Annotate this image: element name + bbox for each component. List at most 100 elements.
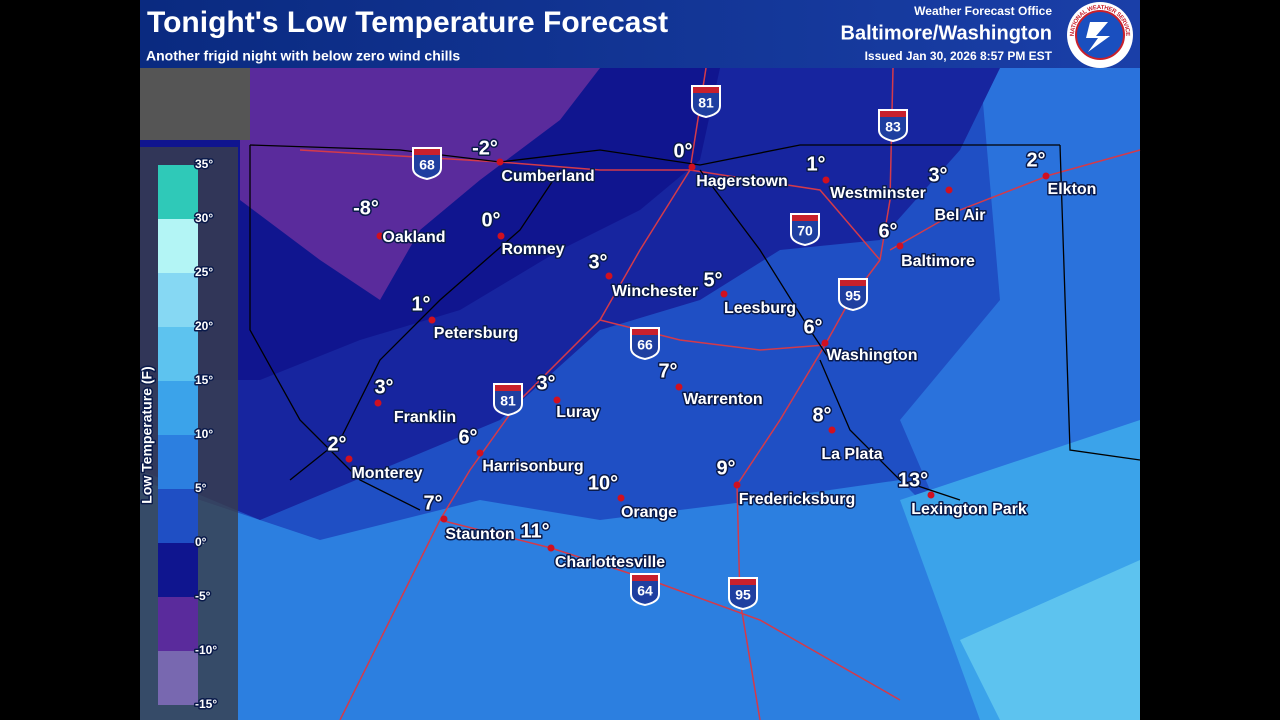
shield-body: [493, 383, 523, 417]
city-name: Romney: [501, 241, 564, 258]
shield-top: [632, 575, 658, 581]
interstate-label: 70: [797, 223, 813, 239]
interstate-shield: 95: [728, 577, 758, 611]
legend-tick-label: -15°: [195, 697, 217, 711]
city-low: 3°: [928, 164, 947, 186]
city-low: 1°: [411, 293, 430, 315]
shield-body: [691, 85, 721, 119]
city-name: Baltimore: [901, 253, 975, 270]
city-name: Luray: [556, 404, 600, 421]
city-name: Orange: [621, 504, 677, 521]
city-low: 11°: [520, 520, 549, 542]
city-low: -2°: [472, 137, 498, 159]
city-dot: [497, 232, 505, 240]
city-low: 3°: [374, 376, 393, 398]
interstate-shield: 66: [630, 327, 660, 361]
interstate-label: 64: [637, 583, 653, 599]
legend-tick-label: 25°: [195, 265, 213, 279]
city-dot: [675, 383, 683, 391]
legend-swatch: [158, 651, 198, 705]
city-low: 0°: [481, 209, 500, 231]
city-low: 2°: [327, 433, 346, 455]
legend-title: Low Temperature (F): [139, 366, 155, 503]
city-dot: [547, 544, 555, 552]
city-name: Winchester: [612, 283, 698, 300]
shield-top: [632, 329, 658, 335]
shield-body: [412, 147, 442, 181]
shield-body: [790, 213, 820, 247]
city-dot: [896, 242, 904, 250]
interstate-shield: 83: [878, 109, 908, 143]
legend-tick-label: 35°: [195, 157, 213, 171]
interstate-label: 66: [637, 337, 653, 353]
shield-body: [630, 327, 660, 361]
shield-body: [630, 573, 660, 607]
city-dot: [733, 481, 741, 489]
city-dot: [828, 426, 836, 434]
nws-logo: NATIONAL WEATHER SERVICE: [1067, 2, 1133, 68]
shield-top: [414, 149, 440, 155]
shield-top: [693, 87, 719, 93]
city-low: -8°: [353, 197, 379, 219]
city-low: 3°: [536, 372, 555, 394]
shield-top: [840, 280, 866, 286]
city-name: Elkton: [1048, 181, 1097, 198]
city-name: Petersburg: [434, 325, 518, 342]
legend-tick-label: 0°: [195, 535, 207, 549]
city-low: 3°: [588, 251, 607, 273]
city-dot: [440, 515, 448, 523]
issued: Issued Jan 30, 2026 8:57 PM EST: [865, 49, 1053, 63]
legend-swatch: [158, 273, 198, 327]
city-name: Leesburg: [724, 300, 796, 317]
city-dot: [688, 163, 696, 171]
city-low: 6°: [878, 220, 897, 242]
city-low: 13°: [898, 469, 928, 491]
legend-swatch: [158, 219, 198, 273]
shield-top: [730, 579, 756, 585]
city-dot: [428, 316, 436, 324]
city-dot: [345, 455, 353, 463]
legend-swatch: [158, 435, 198, 489]
city-name: Washington: [827, 347, 918, 364]
city-low: 6°: [458, 426, 477, 448]
office-label: Weather Forecast Office: [914, 4, 1052, 18]
city-dot: [374, 399, 382, 407]
city-low: 0°: [673, 140, 692, 162]
city-name: Westminster: [830, 185, 926, 202]
shield-body: [838, 278, 868, 312]
shield-top: [792, 215, 818, 221]
shield-body: [878, 109, 908, 143]
header-band: [140, 0, 1140, 68]
shield-body: [728, 577, 758, 611]
city-name: Franklin: [394, 409, 456, 426]
legend-tick-label: 10°: [195, 427, 213, 441]
city-dot: [927, 491, 935, 499]
interstate-label: 81: [500, 393, 516, 409]
city-low: 10°: [588, 472, 618, 494]
legend-tick-label: -5°: [195, 589, 211, 603]
interstate-label: 83: [885, 119, 901, 135]
city-name: Cumberland: [501, 168, 594, 185]
interstate-shield: 70: [790, 213, 820, 247]
city-dot: [496, 158, 504, 166]
city-dot: [945, 186, 953, 194]
interstate-shield: 81: [493, 383, 523, 417]
city-dot: [476, 449, 484, 457]
interstate-label: 81: [698, 95, 714, 111]
shield-top: [880, 111, 906, 117]
city-low: 5°: [703, 269, 722, 291]
city-name: La Plata: [821, 446, 882, 463]
city-name: Charlottesville: [555, 554, 665, 571]
shield-top: [495, 385, 521, 391]
city-name: Lexington Park: [911, 501, 1027, 518]
city-dot: [821, 339, 829, 347]
office: Baltimore/Washington: [841, 22, 1052, 44]
city-dot: [553, 396, 561, 404]
legend-tick-label: 20°: [195, 319, 213, 333]
interstate-label: 68: [419, 157, 435, 173]
interstate-shield: 81: [691, 85, 721, 119]
legend-tick-label: -10°: [195, 643, 217, 657]
legend-tick-label: 5°: [195, 481, 207, 495]
city-low: 1°: [806, 153, 825, 175]
